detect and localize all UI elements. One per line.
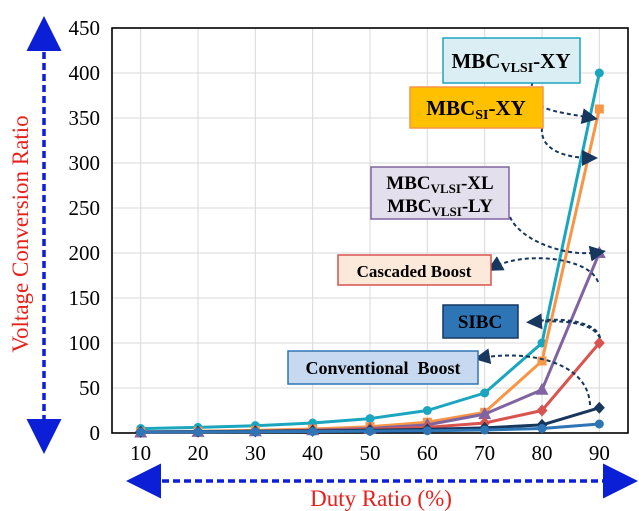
y-tick-label: 350 bbox=[69, 106, 101, 130]
label-box bbox=[370, 166, 510, 220]
data-point bbox=[193, 427, 203, 437]
label-text: SIBC bbox=[458, 312, 502, 333]
data-point bbox=[250, 427, 260, 437]
data-point bbox=[422, 406, 432, 415]
y-tick-label: 0 bbox=[90, 421, 101, 445]
data-point bbox=[478, 407, 492, 420]
label-box bbox=[287, 350, 479, 385]
label-text-line1: MBCVLSI-XL bbox=[386, 173, 493, 196]
x-tick-label: 90 bbox=[589, 441, 610, 465]
y-axis-title: Voltage Conversion Ratio bbox=[8, 115, 33, 352]
x-tick-label: 30 bbox=[245, 441, 266, 465]
data-point bbox=[365, 426, 375, 436]
data-point bbox=[308, 426, 318, 436]
y-tick-label: 100 bbox=[69, 331, 101, 355]
x-tick-label: 70 bbox=[474, 441, 495, 465]
label-text: Conventional Boost bbox=[305, 358, 460, 378]
series-group bbox=[134, 68, 606, 438]
label-box bbox=[337, 254, 492, 286]
y-tick-label: 300 bbox=[69, 151, 101, 175]
label-text: MBCVLSI-XY bbox=[451, 49, 570, 76]
x-axis-title: Duty Ratio (%) bbox=[310, 486, 452, 511]
x-axis-ticks: 10 20 30 40 50 60 70 80 90 bbox=[130, 441, 610, 465]
label-text: Cascaded Boost bbox=[357, 262, 472, 281]
y-tick-label: 400 bbox=[69, 61, 101, 85]
label-box bbox=[409, 86, 544, 129]
y-tick-label: 200 bbox=[69, 241, 101, 265]
data-point bbox=[594, 419, 604, 429]
x-tick-label: 20 bbox=[188, 441, 209, 465]
y-tick-label: 450 bbox=[69, 16, 101, 40]
x-tick-label: 80 bbox=[532, 441, 553, 465]
label-mbc-si-xy: MBCSI-XY bbox=[409, 86, 544, 129]
arrow-sibc-2 bbox=[531, 318, 601, 339]
x-tick-label: 50 bbox=[360, 441, 381, 465]
arrow-sibc-1 bbox=[526, 313, 601, 339]
data-point bbox=[480, 425, 490, 435]
y-tick-label: 250 bbox=[69, 196, 101, 220]
arrow-mbc-vlsi-xl bbox=[509, 216, 606, 262]
label-box bbox=[442, 37, 581, 84]
data-point bbox=[593, 401, 605, 414]
data-point bbox=[593, 337, 605, 349]
label-cascaded-boost: Cascaded Boost bbox=[337, 254, 492, 286]
label-box bbox=[442, 304, 519, 339]
label-text: MBCSI-XY bbox=[426, 96, 526, 123]
series-5 bbox=[136, 419, 604, 437]
y-axis-ticks: 0 50 100 150 200 250 300 350 400 450 bbox=[69, 16, 101, 445]
x-tick-label: 40 bbox=[302, 441, 323, 465]
label-conventional-boost: Conventional Boost bbox=[287, 350, 479, 385]
data-point bbox=[537, 424, 547, 433]
label-mbc-vlsi-xl-ly: MBCVLSI-XL MBCVLSI-LY bbox=[370, 166, 510, 220]
y-tick-label: 150 bbox=[69, 286, 101, 310]
x-tick-label: 10 bbox=[130, 441, 151, 465]
label-sibc: SIBC bbox=[442, 304, 519, 339]
arrow-mbc-si-xy bbox=[540, 127, 598, 166]
x-tick-label: 60 bbox=[417, 441, 438, 465]
data-point bbox=[365, 414, 375, 424]
data-point bbox=[594, 104, 604, 114]
data-point bbox=[536, 404, 548, 417]
arrow-conventional bbox=[474, 348, 591, 406]
label-mbc-vlsi-xy: MBCVLSI-XY bbox=[442, 37, 581, 84]
data-point bbox=[537, 356, 547, 366]
data-point bbox=[422, 426, 432, 436]
data-point bbox=[480, 388, 490, 398]
data-point bbox=[594, 68, 604, 78]
label-text-line2: MBCVLSI-LY bbox=[387, 196, 493, 219]
data-point bbox=[136, 427, 146, 437]
data-point bbox=[535, 382, 549, 395]
y-tick-label: 50 bbox=[79, 376, 100, 400]
arrow-cascaded bbox=[486, 256, 599, 283]
